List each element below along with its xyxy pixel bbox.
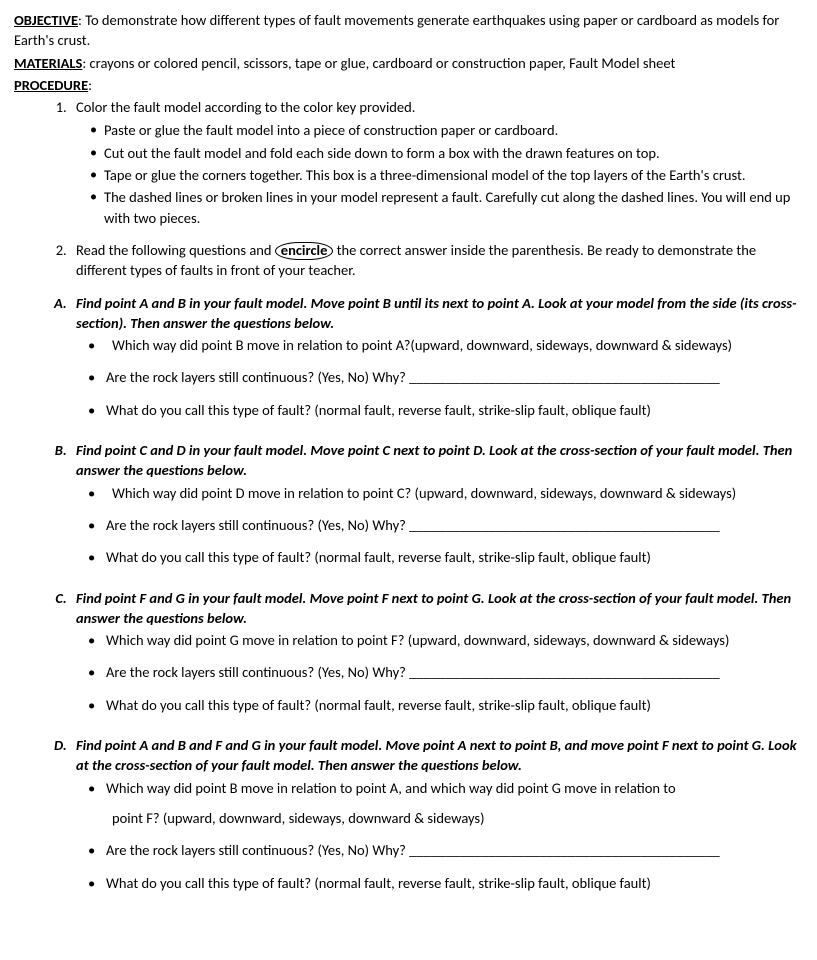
section-a-prompt: Find point A and B in your fault model. … xyxy=(76,294,797,332)
section-d-prompt: Find point A and B and F and G in your f… xyxy=(76,736,797,774)
objective-line: OBJECTIVE: To demonstrate how different … xyxy=(14,10,803,51)
proc1-sub-item: Tape or glue the corners together. This … xyxy=(90,165,803,185)
procedure-label: PROCEDURE xyxy=(14,76,88,94)
d-q1-line1: Which way did point B move in relation t… xyxy=(106,779,676,797)
section-b-questions: Which way did point D move in relation t… xyxy=(76,483,803,568)
question-item: What do you call this type of fault? (no… xyxy=(88,873,803,893)
materials-label: MATERIALS xyxy=(14,54,82,72)
question-item: Are the rock layers still continuous? (Y… xyxy=(88,662,803,682)
question-item: Which way did point G move in relation t… xyxy=(88,630,803,650)
question-item: What do you call this type of fault? (no… xyxy=(88,400,803,420)
d-q1-line2: point F? (upward, downward, sideways, do… xyxy=(106,808,485,828)
question-item: Are the rock layers still continuous? (Y… xyxy=(88,840,803,860)
section-b: Find point C and D in your fault model. … xyxy=(70,440,803,567)
proc1-sub-item: Cut out the fault model and fold each si… xyxy=(90,143,803,163)
objective-text: : To demonstrate how different types of … xyxy=(14,11,779,49)
materials-text: : crayons or colored pencil, scissors, t… xyxy=(82,54,675,72)
materials-line: MATERIALS: crayons or colored pencil, sc… xyxy=(14,53,803,73)
procedure-colon: : xyxy=(88,76,92,94)
procedure-list: Color the fault model according to the c… xyxy=(14,97,803,280)
section-a-questions: Which way did point B move in relation t… xyxy=(76,335,803,420)
section-a: Find point A and B in your fault model. … xyxy=(70,293,803,420)
procedure-line: PROCEDURE: xyxy=(14,75,803,95)
section-c: Find point F and G in your fault model. … xyxy=(70,588,803,715)
proc1-sub-item: Paste or glue the fault model into a pie… xyxy=(90,120,803,140)
section-d-questions: Which way did point B move in relation t… xyxy=(76,778,803,893)
section-c-prompt: Find point F and G in your fault model. … xyxy=(76,589,791,627)
encircle-word: encircle xyxy=(275,242,334,260)
question-item: Are the rock layers still continuous? (Y… xyxy=(88,367,803,387)
question-item: What do you call this type of fault? (no… xyxy=(88,695,803,715)
section-b-prompt: Find point C and D in your fault model. … xyxy=(76,441,792,479)
proc1-sub-item: The dashed lines or broken lines in your… xyxy=(90,187,803,228)
procedure-step-2: Read the following questions and encircl… xyxy=(70,240,803,281)
section-d: Find point A and B and F and G in your f… xyxy=(70,735,803,893)
objective-label: OBJECTIVE xyxy=(14,11,78,29)
section-c-questions: Which way did point G move in relation t… xyxy=(76,630,803,715)
question-item: Which way did point B move in relation t… xyxy=(88,335,803,355)
proc1-sublist: Paste or glue the fault model into a pie… xyxy=(76,120,803,227)
question-item: Which way did point D move in relation t… xyxy=(88,483,803,503)
procedure-step-1: Color the fault model according to the c… xyxy=(70,97,803,228)
proc1-text: Color the fault model according to the c… xyxy=(76,98,415,116)
proc2-text-a: Read the following questions and xyxy=(76,241,275,259)
question-item: Are the rock layers still continuous? (Y… xyxy=(88,515,803,535)
question-item: What do you call this type of fault? (no… xyxy=(88,547,803,567)
question-item: Which way did point B move in relation t… xyxy=(88,778,803,829)
lettered-sections: Find point A and B in your fault model. … xyxy=(14,293,803,893)
